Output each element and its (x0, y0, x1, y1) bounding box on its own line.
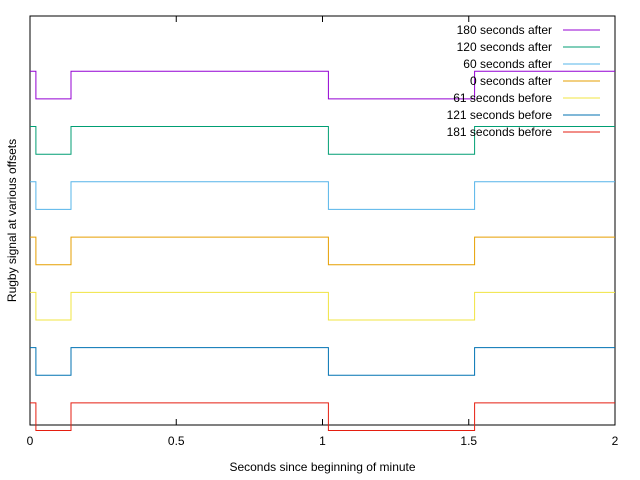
legend-label: 60 seconds after (463, 57, 552, 71)
legend: 180 seconds after 120 seconds after 60 sec… (447, 23, 600, 139)
series-line (30, 126, 615, 155)
series-line (30, 236, 615, 266)
x-tick-label: 0.5 (168, 434, 185, 448)
series-line (30, 402, 615, 431)
series-line (30, 70, 615, 100)
series-line (30, 291, 615, 321)
legend-label: 121 seconds before (447, 108, 553, 122)
x-tick-label: 2 (612, 434, 619, 448)
series-line (30, 347, 615, 376)
legend-label: 120 seconds after (457, 40, 552, 54)
x-tick-label: 1 (319, 434, 326, 448)
x-axis-ticks: 0 0.5 1 1.5 2 (27, 16, 619, 448)
legend-label: 181 seconds before (447, 125, 553, 139)
legend-label: 0 seconds after (470, 74, 552, 88)
legend-label: 61 seconds before (453, 91, 552, 105)
series-line (30, 181, 615, 210)
series-layer (30, 70, 615, 431)
x-tick-label: 0 (27, 434, 34, 448)
y-axis-label: Rugby signal at various offsets (5, 139, 19, 302)
x-tick-label: 1.5 (460, 434, 477, 448)
x-axis-label: Seconds since beginning of minute (229, 460, 415, 474)
legend-label: 180 seconds after (457, 23, 552, 37)
